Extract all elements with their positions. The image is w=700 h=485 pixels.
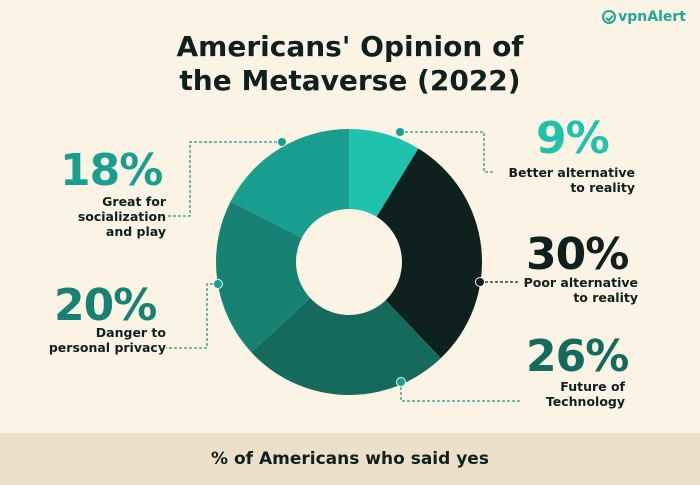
chart-subtitle: % of Americans who said yes (211, 449, 489, 469)
percent-label-danger-privacy: 20% (54, 280, 157, 331)
chart-title: Americans' Opinion of the Metaverse (202… (0, 30, 700, 98)
percent-label-great-socialization: 18% (60, 145, 163, 196)
slice-label-great-socialization: Great for socialization and play (6, 194, 166, 239)
slice-label-line: to reality (573, 290, 638, 305)
leader-dot-great-socialization (277, 137, 287, 147)
leader-line-better-alternative (400, 131, 494, 173)
slice-label-line: personal privacy (48, 340, 166, 355)
slice-label-line: Poor alternative (523, 275, 638, 290)
leader-dot-better-alternative (395, 127, 405, 137)
leader-line-great-socialization (166, 141, 282, 217)
slice-great-socialization (230, 129, 349, 238)
slice-label-danger-privacy: Danger to personal privacy (6, 325, 166, 355)
leader-dot-danger-privacy (213, 279, 223, 289)
slice-label-line: Better alternative (508, 165, 635, 180)
chart-subtitle-bar: % of Americans who said yes (0, 433, 700, 485)
slice-label-future-technology: Future of Technology (465, 379, 625, 409)
chart-title-line-1: Americans' Opinion of (176, 30, 524, 63)
slice-label-poor-alternative: Poor alternative to reality (478, 275, 638, 305)
slice-label-line: and play (105, 224, 166, 239)
percent-label-poor-alternative: 30% (526, 229, 629, 280)
percent-label-future-technology: 26% (526, 331, 629, 382)
slice-label-line: Great for (102, 194, 166, 209)
slice-label-line: Technology (545, 394, 625, 409)
vpnalert-logo: vpnAlert (602, 9, 686, 25)
slice-label-line: to reality (570, 180, 635, 195)
leader-line-future-technology (400, 382, 522, 402)
slice-label-line: Future of (560, 379, 625, 394)
leader-dot-poor-alternative (475, 277, 485, 287)
slice-label-better-alternative: Better alternative to reality (475, 165, 635, 195)
percent-label-better-alternative: 9% (536, 113, 610, 164)
leader-line-danger-privacy (166, 283, 218, 349)
slice-label-line: socialization (77, 209, 166, 224)
slice-future-technology (251, 298, 441, 396)
slice-better-alternative (349, 129, 419, 217)
checkmark-icon (602, 10, 617, 24)
slice-label-line: Danger to (95, 325, 166, 340)
leader-dot-future-technology (396, 377, 406, 387)
chart-title-line-2: the Metaverse (2022) (179, 64, 521, 97)
slice-danger-privacy (216, 201, 311, 353)
logo-text: vpnAlert (618, 9, 686, 25)
slice-poor-alternative (376, 148, 482, 359)
